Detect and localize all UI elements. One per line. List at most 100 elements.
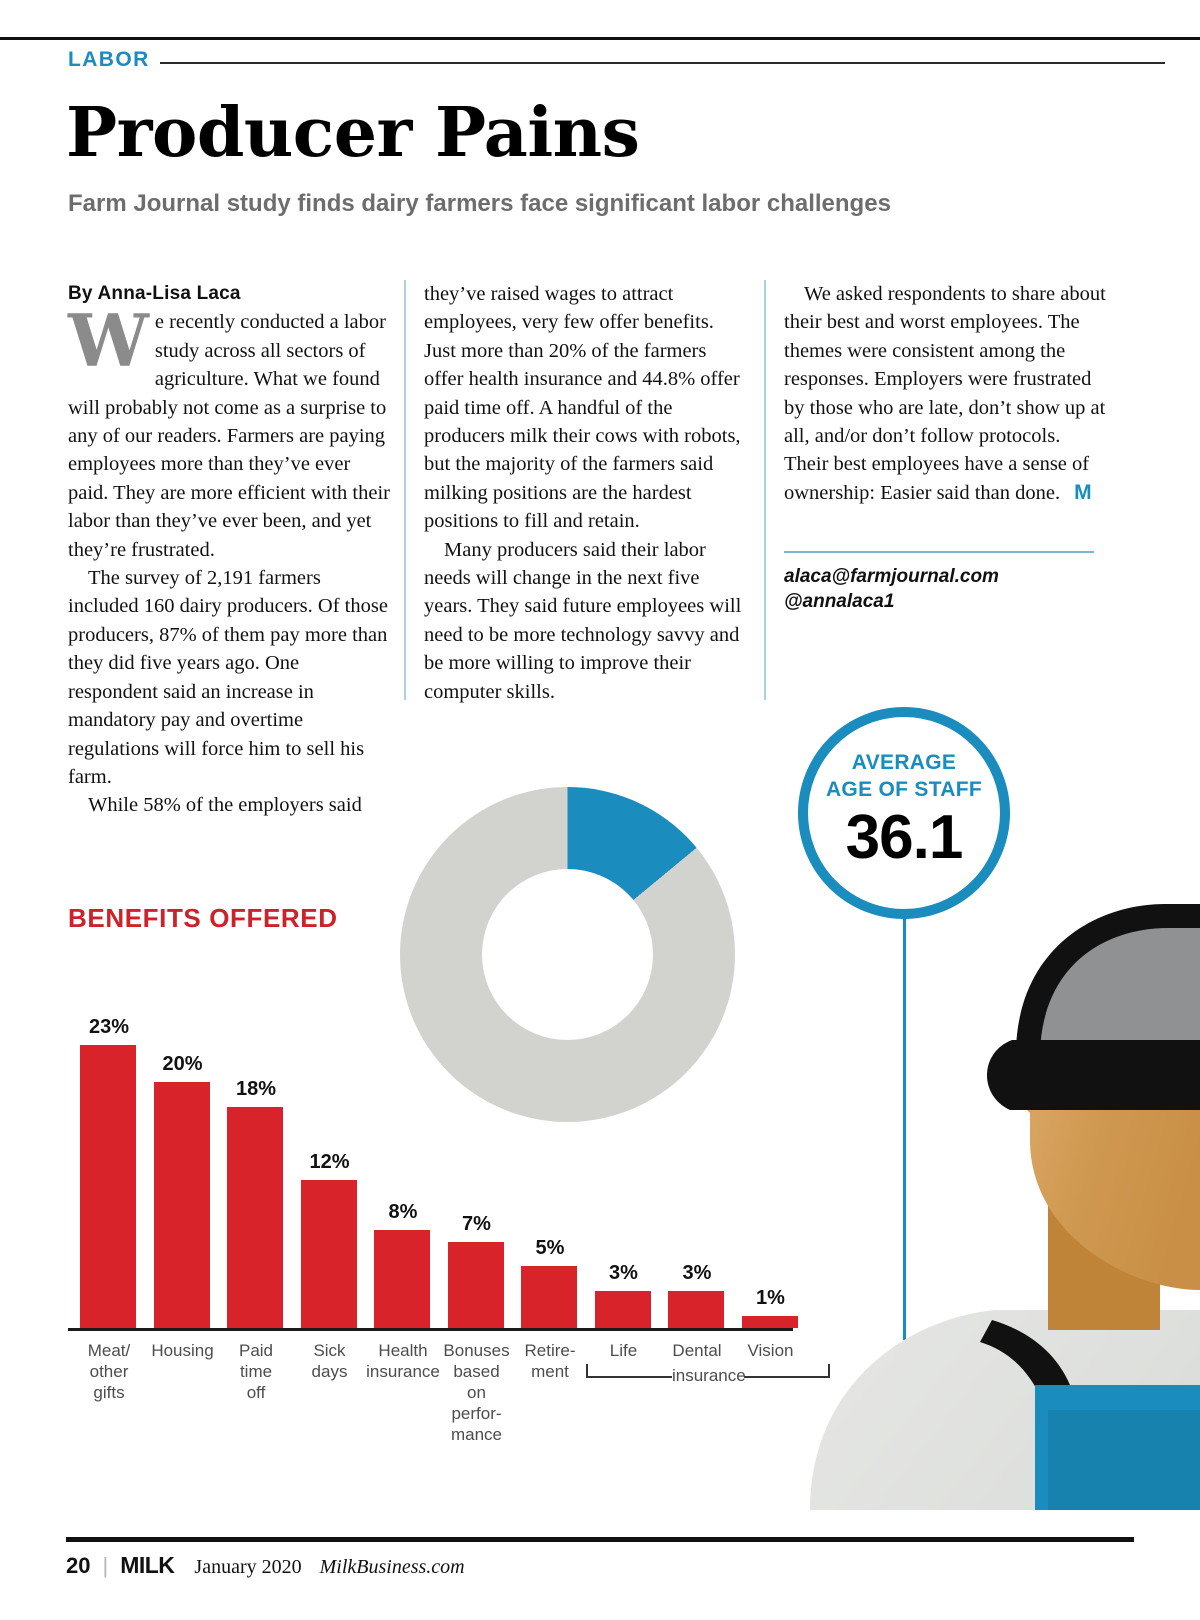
column-divider-2 [764, 280, 766, 700]
bar-value-label: 8% [388, 1200, 418, 1223]
cap-brim [986, 1040, 1200, 1110]
section-kicker: LABOR [68, 48, 150, 71]
bar-chart-title: BENEFITS OFFERED [68, 903, 338, 933]
bar-category-label: Retire-ment [507, 1340, 593, 1382]
bar-category-label: Dental [654, 1340, 740, 1361]
byline: By Anna-Lisa Laca [68, 283, 241, 304]
col2-paragraph-2: Many producers said their labor needs wi… [424, 538, 742, 703]
bar-label-line: Health [378, 1341, 428, 1360]
bar-chart: 23% Meat/other gifts 20% Housing 18% Paid time o… [60, 960, 830, 1444]
page-deck: Farm Journal study finds dairy farmers f… [68, 190, 891, 217]
badge-label-line1: AVERAGE [851, 751, 957, 774]
bar-value-label: 3% [682, 1262, 712, 1285]
bar-label-line: Retire- [524, 1341, 576, 1360]
overall-strap [980, 1320, 1072, 1400]
col1-paragraph-2: The survey of 2,191 farmers included 160… [68, 567, 388, 788]
bar-value-label: 3% [609, 1262, 638, 1285]
bar-category-label: Health insurance [360, 1340, 446, 1382]
author-social-handle[interactable]: @annalaca1 [784, 591, 895, 612]
article-column-3: We asked respondents to share about thei… [784, 280, 1106, 507]
lead-paragraph: W e recently conducted a labor study acr… [68, 298, 390, 564]
insurance-bracket [60, 960, 830, 1440]
bar-rect [300, 1180, 357, 1328]
bar-rect [153, 1081, 210, 1328]
drop-cap: W [68, 298, 149, 384]
bar-label-line: Sick [313, 1341, 346, 1360]
bar-label-line: Meat/ [87, 1341, 131, 1360]
bar-category-label: Housing [140, 1340, 226, 1361]
farmer-illustration [780, 890, 1200, 1510]
col3-paragraph-1: We asked respondents to share about thei… [784, 280, 1106, 507]
bar-category-label: Life [581, 1340, 667, 1361]
insurance-bracket-label: insurance [672, 1366, 746, 1385]
bar-label-line: days [311, 1362, 348, 1381]
article-column-2: they’ve raised wages to attract employee… [424, 280, 746, 706]
website-url[interactable]: MilkBusiness.com [319, 1556, 465, 1578]
author-contact: alaca@farmjournal.com @annalaca1 [784, 564, 1114, 614]
bar-label-line: insurance [366, 1362, 440, 1381]
bar-label-line: mance [450, 1425, 503, 1444]
footer: 20 | MILK January 2020 MilkBusiness.com [66, 1552, 465, 1579]
bar-rect [374, 1229, 430, 1328]
bar-label-line: based [453, 1362, 500, 1381]
bar-rect [80, 1045, 136, 1328]
bar-value-label: 18% [235, 1077, 277, 1100]
kicker-rule [160, 62, 1165, 64]
bar-rect [594, 1291, 651, 1328]
col2-paragraph-1: they’ve raised wages to attract employee… [424, 283, 741, 533]
bar-label-line: ment [531, 1362, 569, 1381]
bar-label-line: Bonuses [443, 1341, 510, 1360]
cap-outline [1016, 904, 1200, 1058]
bar-label-line: Paid [238, 1341, 274, 1360]
page-title: Producer Pains [66, 93, 640, 173]
badge-label-line2: AGE OF STAFF [825, 778, 983, 801]
bar-value-label: 20% [162, 1052, 203, 1075]
bar-category-label: Paid time off [213, 1340, 299, 1403]
bar-category-label: Meat/other gifts [66, 1340, 152, 1403]
bar-chart-axis [68, 1328, 793, 1331]
col1-paragraph-1: e recently conducted a labor study acros… [68, 311, 390, 561]
badge-stem [903, 915, 906, 1340]
bar-value-label: 7% [462, 1212, 491, 1235]
farmer-svg [810, 904, 1200, 1510]
bar-label-line: perfor- [451, 1404, 502, 1423]
footer-separator: | [102, 1553, 109, 1578]
bar-label-line: time [239, 1362, 273, 1381]
footer-rule [66, 1537, 1134, 1542]
top-rule [0, 37, 1200, 40]
donut-chart [400, 787, 735, 1122]
bar-category-label: Bonuses based on perfor-mance [434, 1340, 520, 1445]
bar-rect [668, 1291, 724, 1328]
donut-hole [482, 869, 653, 1040]
col1-paragraph-3: While 58% of the employers said [88, 794, 362, 817]
badge-value: 36.1 [845, 803, 964, 872]
bar-value-label: 1% [756, 1286, 785, 1309]
bar-label-line: other [89, 1362, 129, 1381]
average-age-badge: AVERAGE AGE OF STAFF 36.1 [798, 707, 1010, 919]
bar-label-line: Life [609, 1341, 638, 1360]
bar-value-label: 12% [309, 1151, 350, 1174]
bar-value-label: 23% [88, 1016, 130, 1038]
bar-category-label: Vision [728, 1340, 814, 1361]
badge-label: AVERAGE AGE OF STAFF [798, 749, 1010, 803]
page-number: 20 [66, 1553, 91, 1578]
author-email[interactable]: alaca@farmjournal.com [784, 566, 999, 587]
bar-label-line: on [467, 1383, 486, 1402]
end-mark-icon: M [1074, 480, 1092, 504]
bar-rect [227, 1106, 283, 1328]
article-column-1: By Anna-Lisa Laca W e recently conducted… [68, 280, 390, 820]
bar-label-line: Housing [151, 1341, 214, 1360]
bar-label-line: gifts [93, 1383, 125, 1402]
bar-rect [521, 1266, 577, 1328]
col3-text: We asked respondents to share about thei… [784, 283, 1106, 504]
badge-circle [798, 707, 1010, 919]
column-divider-1 [404, 280, 406, 700]
contact-rule [784, 551, 1094, 553]
bar-value-label: 5% [535, 1237, 565, 1260]
apron-pocket [1048, 1410, 1200, 1510]
bar-category-label: Sick days [287, 1340, 373, 1382]
bar-label-line: off [246, 1383, 266, 1402]
issue-date: January 2020 [194, 1556, 302, 1578]
bar-rect [741, 1315, 798, 1328]
